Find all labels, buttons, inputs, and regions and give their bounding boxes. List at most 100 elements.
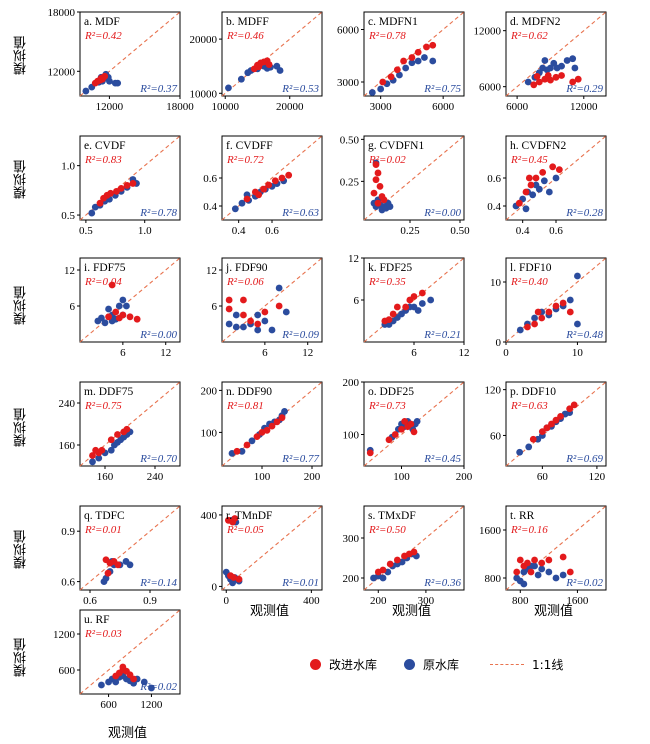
y-axis-label-row2: 模拟值 — [14, 160, 29, 199]
point-original-u-0 — [98, 681, 105, 689]
legend-improved-marker — [310, 659, 321, 670]
point-improved-c-7 — [429, 41, 437, 49]
point-original-u-10 — [140, 678, 148, 686]
point-improved-d-9 — [544, 72, 552, 79]
panel-title-f: f. CVDFF — [226, 140, 273, 152]
point-original-l-8 — [574, 272, 581, 280]
point-improved-p-6 — [566, 405, 574, 413]
y-tick-label-e-0: 0.5 — [61, 210, 75, 222]
point-original-d-8 — [558, 62, 565, 70]
panel-title-k: k. FDF25 — [368, 262, 412, 274]
r2-original-e: R²=0.78 — [139, 207, 177, 219]
point-original-t-7 — [538, 565, 546, 573]
point-improved-e-5 — [117, 184, 125, 192]
point-improved-f-7 — [255, 191, 263, 199]
y-tick-label-t-1: 1600 — [479, 525, 502, 537]
point-original-i-8 — [123, 302, 130, 310]
r2-original-q: R²=0.14 — [139, 577, 177, 589]
point-improved-i-1 — [112, 308, 120, 316]
x-tick-label-d-1: 12000 — [570, 101, 598, 113]
point-original-j-6 — [268, 326, 276, 334]
point-original-j-8 — [282, 308, 290, 316]
x-tick-label-c-1: 6000 — [432, 101, 455, 113]
point-original-i-7 — [119, 296, 127, 304]
point-improved-d-4 — [552, 73, 560, 81]
r2-improved-u: R²=0.03 — [84, 628, 122, 640]
point-improved-d-0 — [530, 81, 538, 89]
legend-item-improved: 改进水库 — [310, 656, 377, 673]
point-improved-k-4 — [402, 303, 410, 311]
point-improved-j-7 — [247, 317, 254, 325]
oneone-line-k — [363, 257, 465, 343]
point-original-t-8 — [545, 568, 553, 576]
y-tick-label-h-1: 0.6 — [487, 173, 501, 185]
y-tick-label-i-0: 6 — [70, 301, 76, 313]
point-improved-s-1 — [379, 566, 387, 574]
x-tick-label-r-0: 0 — [224, 595, 230, 607]
r2-improved-p: R²=0.63 — [510, 400, 548, 412]
panel-title-b: b. MDFF — [226, 16, 269, 28]
panel-title-n: n. DDF90 — [226, 386, 272, 398]
point-improved-q-4 — [104, 569, 112, 577]
x-tick-label-a-1: 18000 — [166, 101, 194, 113]
r2-improved-e: R²=0.83 — [84, 154, 122, 166]
point-improved-t-5 — [531, 556, 538, 564]
y-tick-label-l-1: 10 — [490, 277, 502, 289]
point-improved-k-7 — [418, 289, 426, 297]
point-improved-h-3 — [532, 174, 540, 182]
x-tick-label-h-1: 0.6 — [549, 225, 563, 237]
point-improved-f-4 — [271, 177, 279, 185]
point-improved-g-6 — [374, 199, 382, 207]
point-improved-i-5 — [133, 315, 141, 323]
panel-title-r: r. TMnDF — [226, 510, 272, 522]
point-original-c-1 — [377, 85, 385, 93]
r2-original-r: R²=0.01 — [281, 577, 319, 589]
point-improved-h-4 — [539, 169, 547, 176]
y-axis-label-row5: 模拟值 — [14, 530, 29, 569]
panel-title-s: s. TMxDF — [368, 510, 416, 522]
x-tick-label-d-0: 6000 — [506, 101, 529, 113]
oneone-line-u — [79, 609, 181, 695]
point-improved-t-8 — [559, 553, 567, 561]
panel-d: 6000 12000 6000 12000 d. MDFN2 R²=0.62 R²=0.29 — [474, 11, 607, 113]
point-improved-d-1 — [535, 78, 543, 86]
r2-original-o: R²=0.45 — [423, 453, 461, 465]
x-tick-label-m-1: 240 — [147, 471, 164, 483]
point-improved-s-6 — [410, 548, 418, 556]
r2-original-k: R²=0.21 — [423, 329, 461, 341]
y-axis-label-row3: 模拟值 — [14, 286, 29, 325]
x-tick-label-p-0: 60 — [537, 471, 549, 483]
panel-title-p: p. DDF10 — [510, 386, 556, 398]
x-tick-label-i-1: 12 — [160, 347, 171, 359]
x-tick-label-t-0: 800 — [512, 595, 529, 607]
r2-improved-k: R²=0.35 — [368, 276, 406, 288]
r2-original-a: R²=0.37 — [139, 83, 177, 95]
y-tick-label-d-0: 6000 — [479, 82, 502, 94]
point-improved-g-3 — [376, 183, 384, 190]
point-improved-r-2 — [231, 515, 239, 522]
point-improved-k-3 — [393, 303, 401, 311]
point-original-j-4 — [254, 326, 262, 334]
point-improved-p-5 — [557, 412, 564, 420]
y-tick-label-s-0: 200 — [343, 573, 360, 585]
point-original-n-9 — [281, 408, 288, 415]
r2-original-u: R²=0.02 — [139, 681, 177, 693]
point-improved-n-0 — [233, 447, 241, 455]
point-original-l-0 — [516, 326, 524, 334]
r2-improved-q: R²=0.01 — [84, 524, 122, 536]
panel-b: 10000 20000 10000 20000 b. MDFF R²=0.46 R²=0.5… — [190, 11, 323, 113]
point-improved-g-0 — [372, 161, 380, 168]
point-original-a-8 — [114, 79, 122, 87]
point-improved-l-4 — [552, 302, 560, 310]
point-original-a-6 — [106, 77, 113, 85]
point-improved-h-7 — [525, 174, 533, 182]
point-improved-p-4 — [552, 416, 560, 424]
panel-g: 0.25 0.50 0.25 0.50 g. CVDFN1 R²=0.02 R²=0.00 — [340, 134, 470, 237]
y-tick-label-h-0: 0.4 — [487, 201, 501, 213]
y-tick-label-b-0: 10000 — [190, 88, 218, 100]
y-tick-label-s-1: 300 — [343, 533, 360, 545]
point-improved-n-7 — [278, 414, 286, 422]
panel-s: 200 300 200 300 s. TMxDF R²=0.50 R²=0.36 — [343, 505, 465, 607]
r2-original-d: R²=0.29 — [565, 83, 603, 95]
point-original-c-9 — [429, 57, 437, 65]
